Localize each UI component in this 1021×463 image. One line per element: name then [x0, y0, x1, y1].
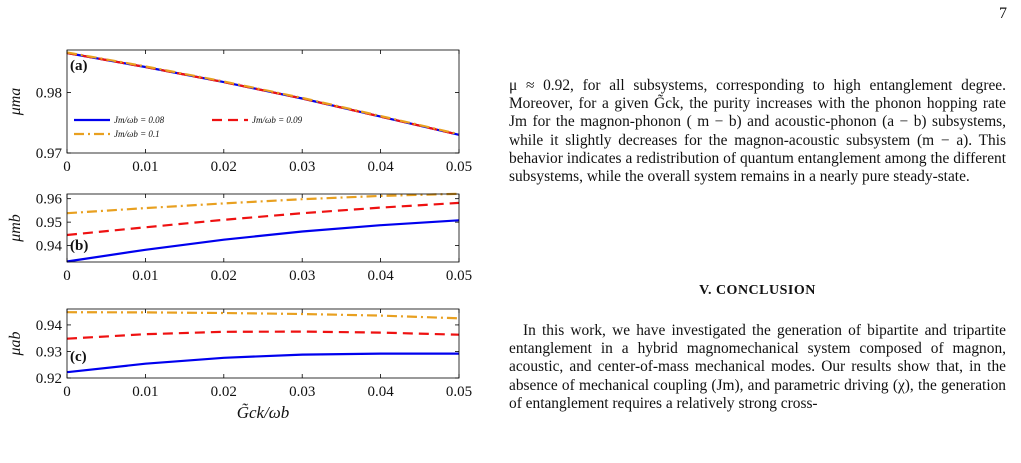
- panel-3: 0 0.01 0.02 0.03 0.04 0.05 0.92 0.93 0.94 (c) μab: [7, 308, 472, 400]
- panel-label: (c): [70, 349, 87, 365]
- panel-label: (b): [70, 238, 88, 254]
- series-line-3: [66, 192, 460, 215]
- legend: Jm/ωb = 0.08 Jm/ωb = 0.09 Jm/ωb = 0.1: [74, 115, 303, 139]
- x-tick-label: 0.01: [132, 159, 158, 175]
- paragraph-2-text: In this work, we have investigated the g…: [509, 322, 1006, 412]
- x-tick-label: 0.04: [367, 268, 394, 284]
- legend-label: Jm/ωb = 0.08: [114, 115, 165, 125]
- series-line-3: [66, 311, 460, 320]
- y-tick-label: 0.96: [36, 192, 63, 208]
- x-tick-label: 0: [63, 384, 71, 400]
- series-line-2: [66, 201, 460, 237]
- panel-1: 0 0.01 0.02 0.03 0.04 0.05 0.97 0.98 (a) μma: [7, 49, 472, 175]
- section-heading-conclusion: V. CONCLUSION: [699, 283, 816, 298]
- series-line-3: [66, 51, 460, 136]
- y-axis-label: μab: [7, 331, 24, 356]
- figure-purity-panels: 0 0.01 0.02 0.03 0.04 0.05 0.97 0.98 (a) μma 0 0.01…: [7, 49, 472, 422]
- panel-label: (a): [70, 58, 88, 74]
- y-tick-label: 0.98: [36, 85, 62, 101]
- axes-box: [66, 193, 460, 263]
- panel-2: 0 0.01 0.02 0.03 0.04 0.05 0.94 0.95 0.96 (b) μmb: [7, 192, 472, 284]
- paragraph-1-text: μ ≈ 0.92, for all subsystems, correspond…: [509, 77, 1006, 186]
- y-tick-label: 0.92: [36, 371, 62, 387]
- series-line-1: [66, 219, 460, 263]
- x-tick-label: 0.05: [446, 384, 472, 400]
- y-tick-label: 0.94: [36, 318, 63, 334]
- page-number: 7: [999, 5, 1007, 22]
- x-tick-label: 0.01: [132, 384, 158, 400]
- y-axis-label: μma: [7, 88, 24, 117]
- axes-box: [66, 308, 460, 379]
- y-tick-label: 0.97: [36, 146, 63, 162]
- body-paragraph-2: In this work, we have investigated the g…: [509, 322, 1006, 413]
- x-tick-label: 0.03: [289, 159, 315, 175]
- x-tick-label: 0.02: [211, 159, 237, 175]
- y-axis-label: μmb: [7, 214, 24, 243]
- x-tick-label: 0.02: [211, 384, 237, 400]
- x-tick-label: 0: [63, 268, 71, 284]
- x-tick-label: 0.05: [446, 268, 472, 284]
- x-tick-label: 0.02: [211, 268, 237, 284]
- legend-label: Jm/ωb = 0.09: [252, 115, 303, 125]
- series-line-2: [66, 330, 460, 340]
- body-paragraph-1: μ ≈ 0.92, for all subsystems, correspond…: [509, 77, 1006, 186]
- legend-label: Jm/ωb = 0.1: [114, 129, 160, 139]
- x-tick-label: 0.03: [289, 384, 315, 400]
- x-tick-label: 0.03: [289, 268, 315, 284]
- x-tick-label: 0.01: [132, 268, 158, 284]
- x-tick-label: 0: [63, 159, 71, 175]
- x-tick-label: 0.04: [367, 384, 394, 400]
- series-line-1: [66, 352, 459, 374]
- y-tick-label: 0.94: [36, 239, 63, 255]
- y-tick-label: 0.93: [36, 344, 62, 360]
- axes-box: [66, 49, 460, 154]
- x-axis-label: G̃ck/ωb: [237, 403, 290, 422]
- x-tick-label: 0.04: [367, 159, 394, 175]
- y-tick-label: 0.95: [36, 215, 62, 231]
- x-tick-label: 0.05: [446, 159, 472, 175]
